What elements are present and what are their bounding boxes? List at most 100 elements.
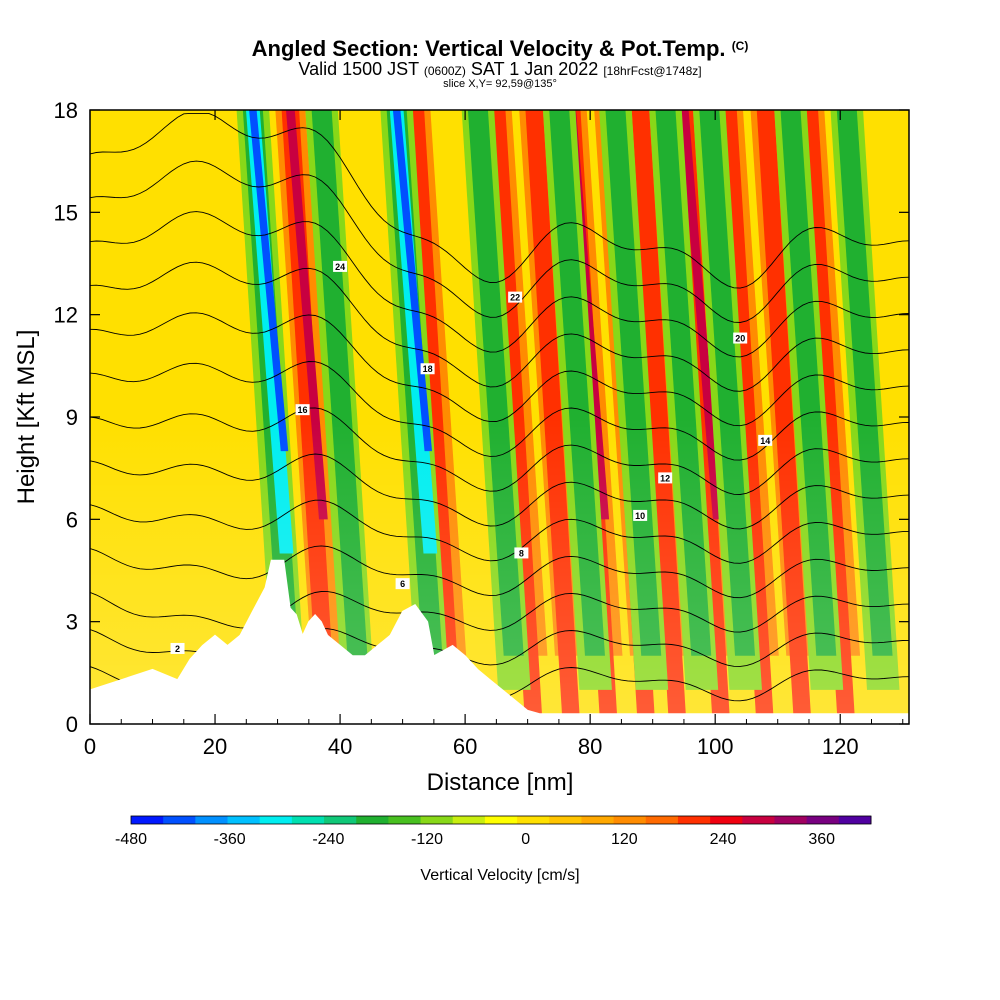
contour-label-bg xyxy=(508,291,523,303)
field-shade xyxy=(90,110,909,724)
x-tick-label: 100 xyxy=(697,734,734,759)
colorbar-swatch xyxy=(613,816,647,824)
terrain-profile xyxy=(90,559,909,724)
chart-title-tag: (C) xyxy=(731,39,749,53)
contour-label-text: 6 xyxy=(400,579,405,589)
chart-title-text: Angled Section: Vertical Velocity & Pot.… xyxy=(251,36,726,61)
y-tick-label: 6 xyxy=(66,507,78,532)
contour-label: 24 xyxy=(333,260,348,272)
x-tick-label: 60 xyxy=(453,734,477,759)
contour-label: 12 xyxy=(658,472,673,484)
contour-label: 20 xyxy=(733,332,748,344)
contour-label-text: 10 xyxy=(635,511,645,521)
velocity-field xyxy=(90,110,909,724)
theta-contour xyxy=(90,112,909,289)
colorbar-swatch xyxy=(677,816,711,824)
contour-label-text: 12 xyxy=(660,473,670,483)
x-tick-label: 0 xyxy=(84,734,96,759)
contour-label: 10 xyxy=(633,509,648,521)
colorbar-swatch xyxy=(420,816,454,824)
theta-contour xyxy=(90,211,909,358)
theta-contour xyxy=(90,499,909,564)
contour-label-bg xyxy=(395,578,410,590)
colorbar-swatch xyxy=(452,816,486,824)
colorbar-tick-label: 120 xyxy=(611,831,638,848)
contour-label-bg xyxy=(758,434,773,446)
colorbar-swatch xyxy=(742,816,775,824)
colorbar-frame xyxy=(130,815,872,825)
theta-contour xyxy=(90,453,909,530)
contour-label-text: 24 xyxy=(335,262,345,272)
colorbar-swatch xyxy=(259,816,293,824)
x-tick-label: 120 xyxy=(822,734,859,759)
y-tick-label: 0 xyxy=(66,712,78,737)
theta-contour xyxy=(90,361,909,461)
colorbar: -480 -360 -240 -120 0 120 240 360 xyxy=(115,815,872,848)
contour-label: 2 xyxy=(170,642,185,654)
theta-contour xyxy=(90,545,909,599)
colorbar-swatch xyxy=(806,816,840,824)
contour-label-text: 22 xyxy=(510,293,520,303)
contour-label: 6 xyxy=(395,578,410,590)
colorbar-swatch xyxy=(838,816,872,824)
colorbar-swatch xyxy=(484,816,518,824)
forecast-info: [18hrFcst@1748z] xyxy=(603,64,702,78)
contour-label-bg xyxy=(658,472,673,484)
contour-label-bg xyxy=(295,404,310,416)
colorbar-label: Vertical Velocity [cm/s] xyxy=(420,867,579,884)
contour-label-text: 8 xyxy=(519,548,524,558)
colorbar-swatch xyxy=(227,816,261,824)
colorbar-swatch xyxy=(356,816,389,824)
colorbar-swatch xyxy=(517,816,550,824)
x-tick-label: 40 xyxy=(328,734,352,759)
chart-subtitle: Valid 1500 JST (0600Z) SAT 1 Jan 2022 [1… xyxy=(0,60,1000,80)
colorbar-swatch xyxy=(131,816,164,824)
colorbar-swatch xyxy=(163,816,196,824)
y-tick-label: 15 xyxy=(54,200,78,225)
colorbar-swatch xyxy=(324,816,357,824)
x-axis-label: Distance [nm] xyxy=(427,769,574,796)
colorbar-tick-label: 0 xyxy=(521,831,530,848)
axes: 0 20 40 60 80 100 120 0 3 6 9 12 15 18 xyxy=(54,98,909,759)
y-tick-label: 3 xyxy=(66,610,78,635)
colorbar-tick-label: -480 xyxy=(115,831,147,848)
colorbar-tick-label: 240 xyxy=(710,831,737,848)
chart-title: Angled Section: Vertical Velocity & Pot.… xyxy=(0,36,1000,62)
contour-label-bg xyxy=(514,547,529,559)
contour-label-bg xyxy=(733,332,748,344)
slice-info: slice X,Y= 92,59@135° xyxy=(443,78,557,90)
contour-label-bg xyxy=(333,260,348,272)
contour-label: 14 xyxy=(758,434,773,446)
contour-label-text: 20 xyxy=(735,334,745,344)
theta-contour xyxy=(90,160,909,323)
colorbar-swatch xyxy=(291,816,325,824)
terrain xyxy=(90,559,909,724)
contour-label: 18 xyxy=(420,363,435,375)
colorbar-swatch xyxy=(645,816,679,824)
y-tick-label: 12 xyxy=(54,303,78,328)
contour-label: 22 xyxy=(508,291,523,303)
colorbar-swatch xyxy=(549,816,582,824)
contour-label-text: 16 xyxy=(298,405,308,415)
x-tick-label: 80 xyxy=(578,734,602,759)
colorbar-tick-label: -240 xyxy=(312,831,344,848)
contour-label: 8 xyxy=(514,547,529,559)
y-axis-label: Height [Kft MSL] xyxy=(13,330,40,505)
contour-label-bg xyxy=(170,642,185,654)
colorbar-swatch xyxy=(195,816,229,824)
contour-label-text: 2 xyxy=(175,644,180,654)
contour-label-bg xyxy=(633,509,648,521)
x-tick-label: 20 xyxy=(203,734,227,759)
y-tick-label: 18 xyxy=(54,98,78,123)
colorbar-swatch xyxy=(710,816,743,824)
y-tick-label: 9 xyxy=(66,405,78,430)
contour-label: 16 xyxy=(295,404,310,416)
valid-utc: (0600Z) xyxy=(423,64,466,78)
theta-contour xyxy=(90,261,909,392)
colorbar-tick-label: 360 xyxy=(808,831,835,848)
theta-contour xyxy=(90,312,909,427)
colorbar-tick-label: -120 xyxy=(411,831,443,848)
contour-label-bg xyxy=(420,363,435,375)
colorbar-swatch xyxy=(388,816,422,824)
colorbar-swatch xyxy=(581,816,615,824)
